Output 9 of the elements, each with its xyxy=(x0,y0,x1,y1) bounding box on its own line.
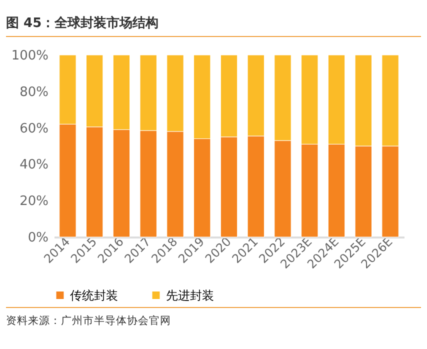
y-tick-label: 80% xyxy=(20,84,48,100)
y-tick-label: 100% xyxy=(11,48,48,64)
y-tick-label: 60% xyxy=(20,121,48,136)
chart-title: 图 45：全球封装市场结构 xyxy=(6,14,421,37)
legend-label: 先进封装 xyxy=(166,288,214,302)
text: 资料来源：广州市半导体协会官网 xyxy=(6,307,421,328)
y-tick-label: 40% xyxy=(20,158,48,173)
y-tick-label: 20% xyxy=(20,194,48,210)
legend-label: 传统封装 xyxy=(70,288,118,302)
